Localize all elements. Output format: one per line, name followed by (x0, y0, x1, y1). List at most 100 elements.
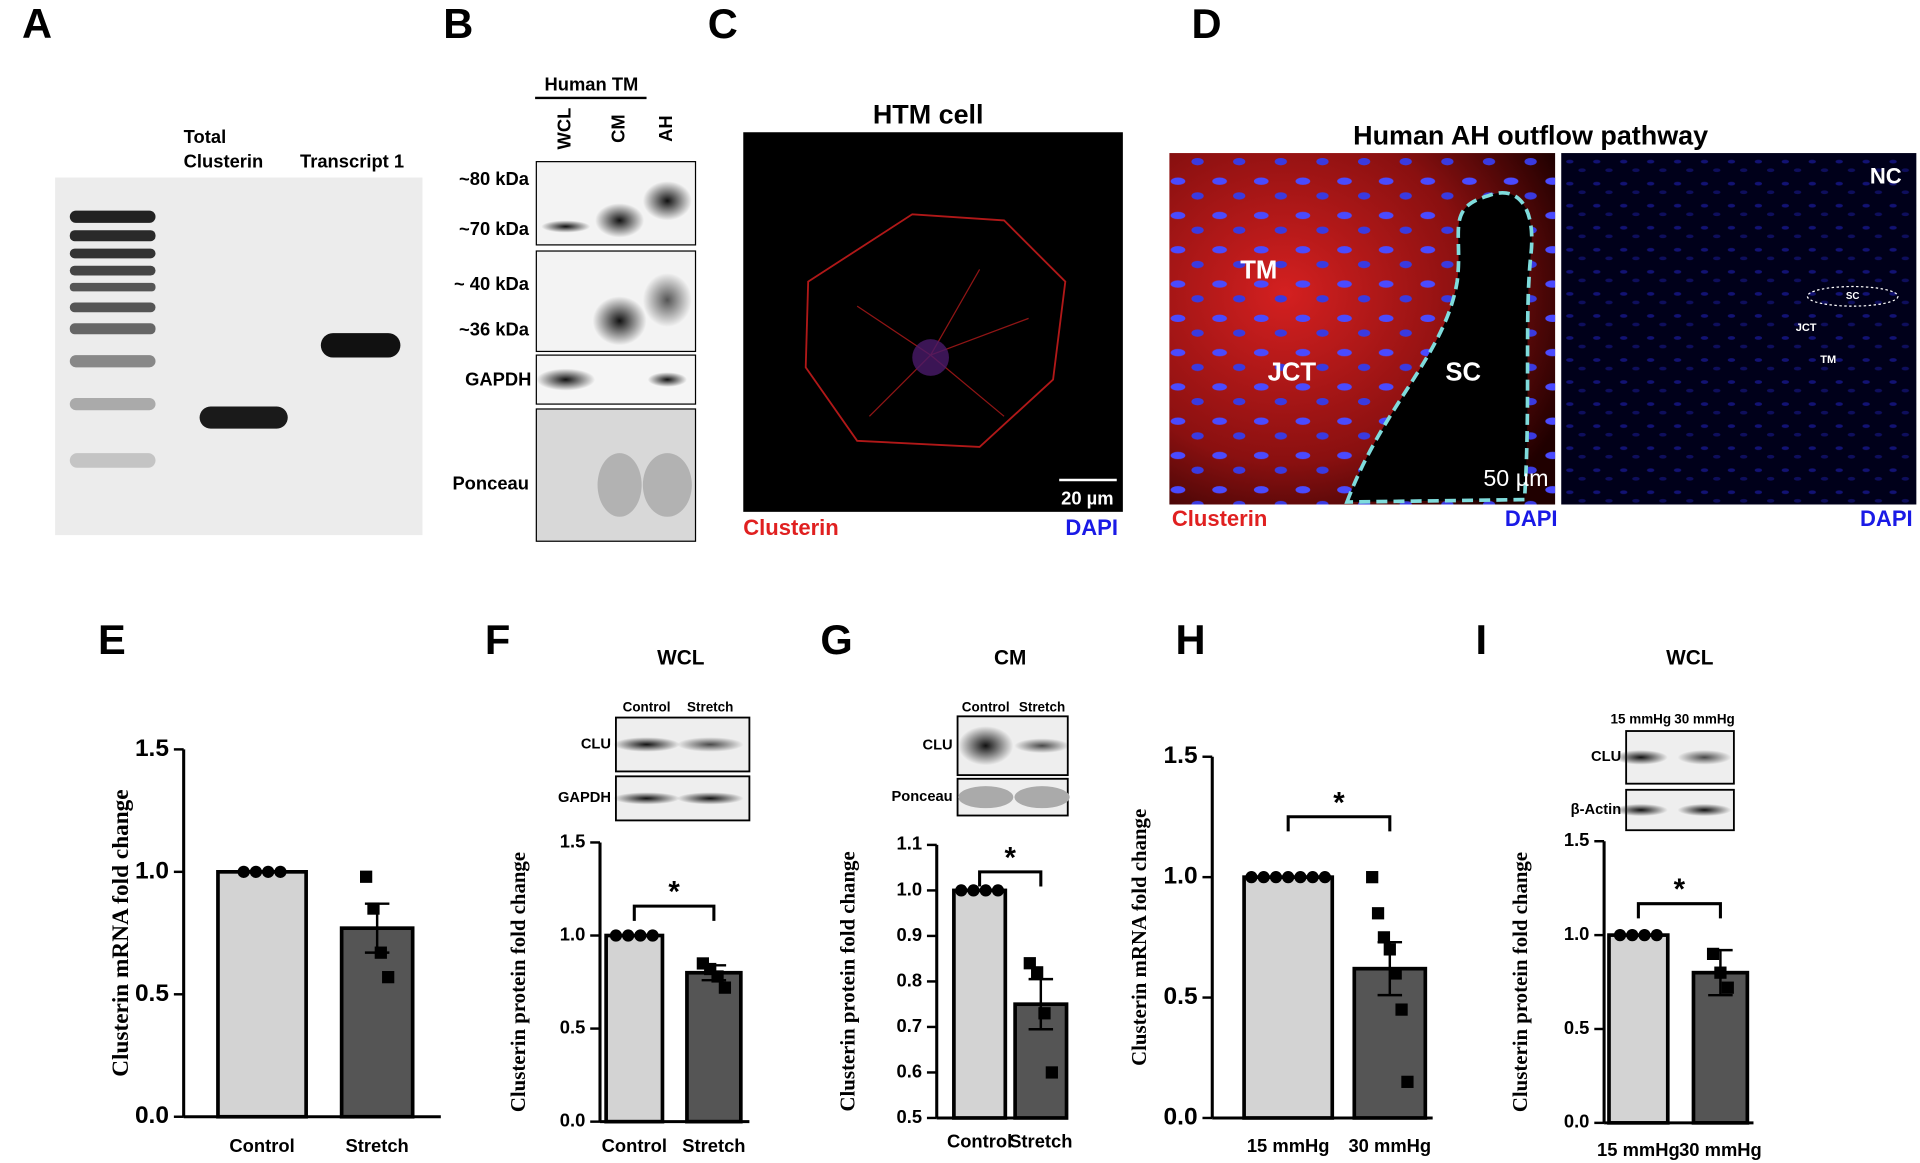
panel-letter: C (708, 0, 738, 47)
data-point (1294, 871, 1307, 884)
figure-body: A Total Clusterin Transcript 1 B Human T… (22, 0, 1917, 1160)
x-tick-label: Control (602, 1135, 667, 1156)
blot-row: Ponceau (891, 789, 952, 805)
blot-row: CLU (581, 736, 611, 752)
blot-band (1677, 750, 1732, 765)
blot-bands (536, 181, 692, 517)
data-point (1706, 947, 1720, 961)
y-tick-label: 0.9 (897, 924, 923, 945)
y-tick-label: 0.5 (560, 1016, 586, 1037)
data-point (1257, 871, 1270, 884)
data-point (1031, 966, 1044, 979)
bar (1607, 933, 1670, 1125)
data-point (1245, 871, 1258, 884)
data-point (622, 929, 635, 942)
lane-label: CM (607, 114, 628, 143)
blot-lane: 30 mmHg (1674, 712, 1735, 727)
data-point (967, 884, 980, 897)
data-point (237, 865, 250, 878)
data-point (1721, 981, 1734, 994)
marker-label: ~70 kDa (459, 218, 530, 239)
region-label: SC (1846, 291, 1860, 302)
cell-outline (804, 213, 1067, 448)
y-axis-label: Clusterin protein fold change (1508, 852, 1532, 1112)
x-tick-label: Stretch (1009, 1130, 1072, 1151)
y-tick-label: 0.5 (1164, 983, 1198, 1010)
x-tick-label: Stretch (346, 1135, 409, 1156)
data-point (609, 929, 623, 942)
data-point (991, 884, 1005, 897)
data-point (1714, 966, 1727, 979)
panel-letter: G (820, 616, 852, 663)
stain-label: Clusterin (1172, 506, 1267, 531)
bar (339, 926, 415, 1119)
data-point (1650, 928, 1663, 942)
data-point (1282, 871, 1295, 884)
x-tick-label: Control (229, 1135, 294, 1156)
blot-lane: Control (962, 699, 1010, 714)
x-tick-label: 30 mmHg (1679, 1139, 1762, 1160)
lane-label: Clusterin (184, 151, 264, 172)
significance-bracket (632, 904, 716, 921)
marker-label: ~ 40 kDa (454, 273, 530, 294)
y-tick-label: 1.0 (897, 878, 923, 899)
panel-letter: A (22, 0, 52, 47)
blot-band (958, 726, 1014, 766)
scale-label: 20 µm (1061, 487, 1113, 508)
region-label: TM (1820, 354, 1836, 366)
y-tick-label: 0.7 (897, 1015, 923, 1036)
data-point (646, 929, 659, 942)
bar (604, 933, 665, 1124)
data-point (249, 865, 263, 878)
data-point (1613, 928, 1627, 942)
y-tick-label: 1.5 (135, 735, 169, 762)
data-point (1401, 1075, 1414, 1088)
region-label: JCT (1268, 358, 1317, 386)
micrograph (743, 132, 1123, 512)
blot-band (1014, 738, 1070, 754)
x-tick-label: 15 mmHg (1597, 1139, 1680, 1160)
lane-label: AH (655, 115, 676, 142)
y-axis-label: Clusterin protein fold change (836, 851, 860, 1111)
bar (1691, 970, 1750, 1125)
y-tick-label: 0.5 (135, 980, 169, 1007)
marker-label: ~80 kDa (459, 168, 530, 189)
stain-label: DAPI (1505, 506, 1558, 531)
data-point (1626, 928, 1639, 942)
blot-lane: Control (623, 699, 671, 714)
y-tick-label: 0.0 (560, 1109, 586, 1130)
blot-lane: Stretch (1019, 699, 1065, 714)
data-point (1383, 943, 1396, 956)
y-tick-label: 1.5 (560, 830, 586, 851)
lane-label: Total (184, 126, 227, 147)
data-point (1638, 928, 1651, 942)
panel-letter: E (98, 616, 126, 663)
sc-outline (1344, 190, 1534, 504)
nuclei (1561, 153, 1917, 505)
significance-label: * (1333, 786, 1345, 819)
y-tick-label: 1.0 (1564, 923, 1590, 944)
significance-label: * (668, 876, 680, 909)
data-point (262, 865, 275, 878)
data-point (1269, 871, 1283, 884)
marker-label: ~36 kDa (459, 318, 530, 339)
data-point (979, 884, 992, 897)
bar (952, 888, 1008, 1120)
y-tick-label: 1.0 (135, 857, 169, 884)
significance-bracket (1636, 902, 1722, 919)
y-tick-label: 1.5 (1564, 829, 1590, 850)
blot-row: CLU (1591, 749, 1621, 765)
panel-title: HTM cell (873, 99, 984, 129)
panel-letter: B (443, 0, 473, 47)
scale-label: 50 µm (1483, 465, 1548, 491)
y-tick-label: 1.0 (1164, 863, 1198, 890)
blot-title: WCL (1666, 646, 1714, 669)
panel-letter: I (1476, 616, 1488, 663)
significance-label: * (1674, 873, 1686, 906)
cell-fibers (856, 269, 1029, 417)
stain-label: Clusterin (743, 515, 838, 540)
blot-band (676, 792, 744, 805)
sc-outline (1806, 285, 1899, 307)
blot-row: CLU (922, 738, 952, 754)
